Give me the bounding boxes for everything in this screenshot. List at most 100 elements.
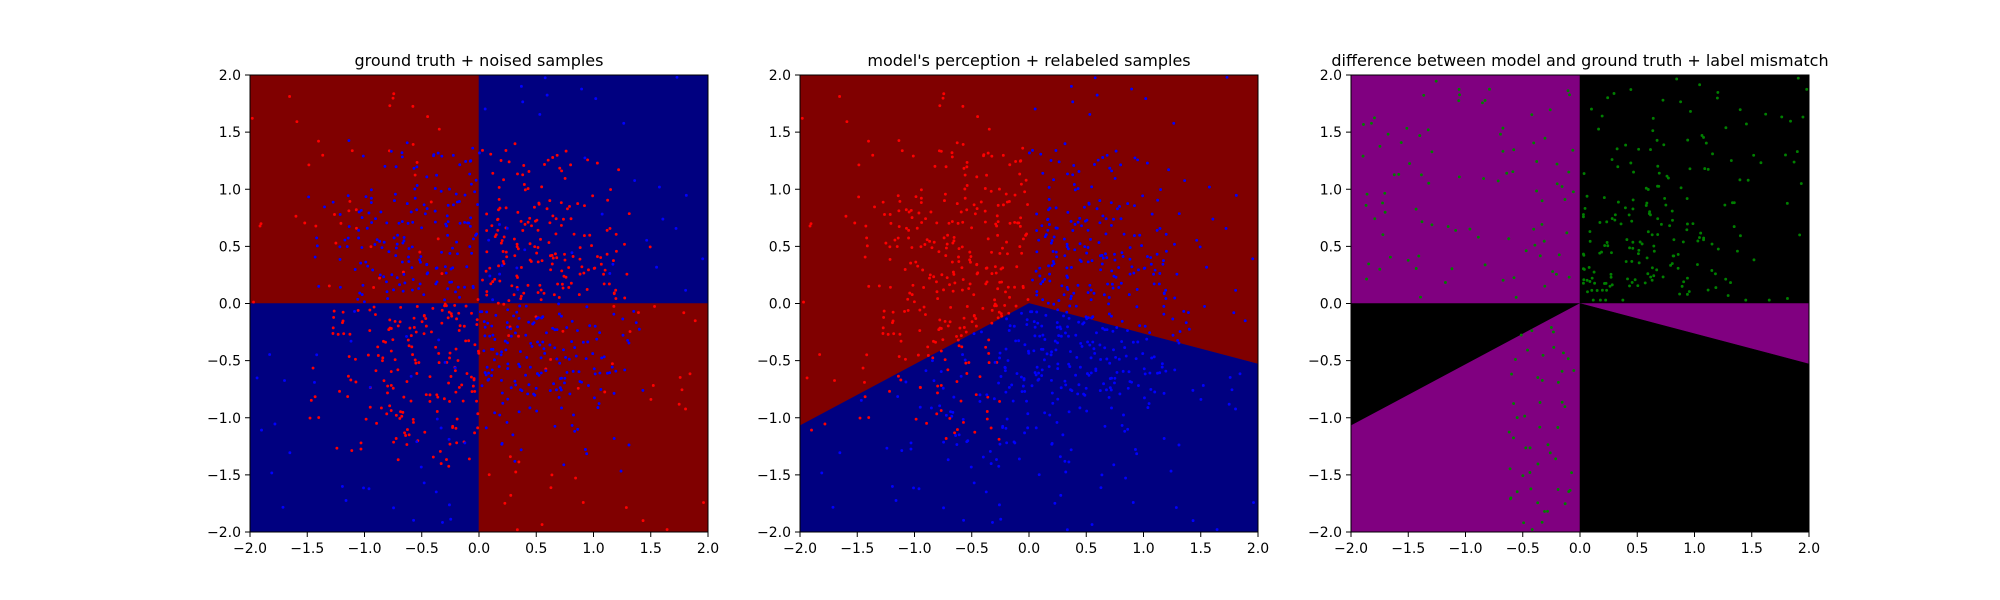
sample-point	[985, 410, 989, 413]
sample-point	[347, 355, 351, 358]
sample-point	[1040, 368, 1044, 372]
sample-point	[953, 431, 957, 435]
sample-point	[910, 216, 914, 220]
sample-point	[527, 320, 531, 324]
sample-point	[682, 311, 686, 315]
sample-point	[1538, 425, 1542, 429]
sample-point	[448, 351, 452, 355]
sample-point	[967, 361, 971, 364]
sample-point	[1224, 226, 1228, 230]
sample-point	[1657, 184, 1661, 188]
sample-point	[389, 383, 393, 387]
sample-point	[413, 358, 417, 362]
sample-point	[569, 217, 573, 221]
sample-point	[376, 345, 380, 349]
sample-point	[505, 255, 509, 259]
sample-point	[996, 316, 1000, 320]
sample-point	[433, 209, 437, 213]
sample-point	[1089, 298, 1093, 302]
sample-point	[1628, 284, 1631, 288]
sample-point	[378, 276, 381, 280]
sample-point	[513, 459, 517, 463]
sample-point	[544, 369, 548, 373]
sample-point	[955, 443, 959, 446]
sample-point	[433, 220, 437, 224]
sample-point	[401, 270, 405, 274]
sample-point	[1023, 389, 1027, 393]
sample-point	[551, 214, 555, 218]
sample-point	[565, 370, 569, 374]
sample-point	[1700, 134, 1704, 137]
sample-point	[403, 281, 407, 285]
sample-point	[1099, 358, 1103, 361]
sample-point	[649, 397, 653, 401]
sample-point	[1098, 389, 1102, 393]
sample-point	[357, 236, 361, 240]
sample-point	[536, 340, 540, 344]
sample-point	[591, 194, 595, 198]
sample-point	[1046, 301, 1050, 305]
sample-point	[606, 198, 610, 202]
sample-point	[485, 229, 489, 232]
sample-point	[590, 244, 593, 248]
sample-point	[1365, 192, 1369, 196]
sample-point	[1152, 272, 1155, 276]
sample-point	[1483, 98, 1487, 102]
sample-point	[1362, 123, 1365, 126]
sample-point	[406, 338, 410, 342]
y-tick-label: −1.0	[207, 411, 241, 427]
sample-point	[567, 286, 571, 289]
sample-point	[1656, 217, 1660, 221]
sample-point	[422, 314, 426, 318]
sample-point	[1508, 497, 1512, 501]
sample-point	[1555, 162, 1559, 166]
sample-point	[1177, 341, 1181, 345]
sample-point	[1567, 275, 1571, 279]
sample-point	[1083, 393, 1087, 397]
sample-point	[1671, 218, 1674, 222]
y-tick-label: 1.0	[1320, 182, 1342, 198]
sample-point	[353, 268, 357, 271]
sample-point	[402, 272, 406, 276]
sample-point	[415, 305, 419, 308]
sample-point	[1141, 194, 1145, 198]
sample-point	[945, 242, 949, 246]
sample-point	[924, 369, 928, 373]
sample-point	[1062, 237, 1066, 241]
sample-point	[598, 331, 602, 335]
sample-point	[1679, 100, 1683, 104]
x-tick-label: −1.5	[840, 541, 874, 557]
sample-point	[366, 264, 370, 268]
sample-point	[389, 409, 393, 412]
sample-point	[490, 324, 494, 328]
sample-point	[1105, 357, 1109, 361]
sample-point	[557, 396, 561, 399]
sample-point	[422, 203, 426, 207]
sample-point	[368, 308, 372, 312]
x-tick-label: −1.5	[290, 541, 324, 557]
sample-point	[435, 393, 439, 397]
sample-point	[1419, 295, 1422, 299]
sample-point	[480, 384, 484, 388]
sample-point	[1706, 288, 1710, 292]
sample-point	[411, 353, 414, 357]
sample-point	[1540, 520, 1544, 524]
sample-point	[1165, 249, 1168, 253]
sample-point	[536, 316, 540, 320]
sample-point	[357, 228, 361, 232]
sample-point	[525, 355, 529, 359]
sample-point	[1173, 296, 1177, 300]
sample-point	[455, 317, 458, 321]
sample-point	[970, 226, 974, 230]
sample-point	[1099, 268, 1103, 272]
sample-point	[952, 395, 956, 399]
subplot-1: −2.0 −1.5 −1.0 −0.5 0.0 0.5 1.0 1.5 2.0−2.0−1.5−…	[207, 51, 719, 557]
sample-point	[560, 282, 564, 286]
sample-point	[323, 205, 326, 209]
sample-point	[1585, 278, 1589, 282]
sample-point	[1090, 185, 1094, 189]
sample-point	[1650, 233, 1654, 237]
sample-point	[1211, 217, 1215, 221]
sample-point	[1020, 251, 1024, 255]
sample-point	[1629, 88, 1633, 91]
